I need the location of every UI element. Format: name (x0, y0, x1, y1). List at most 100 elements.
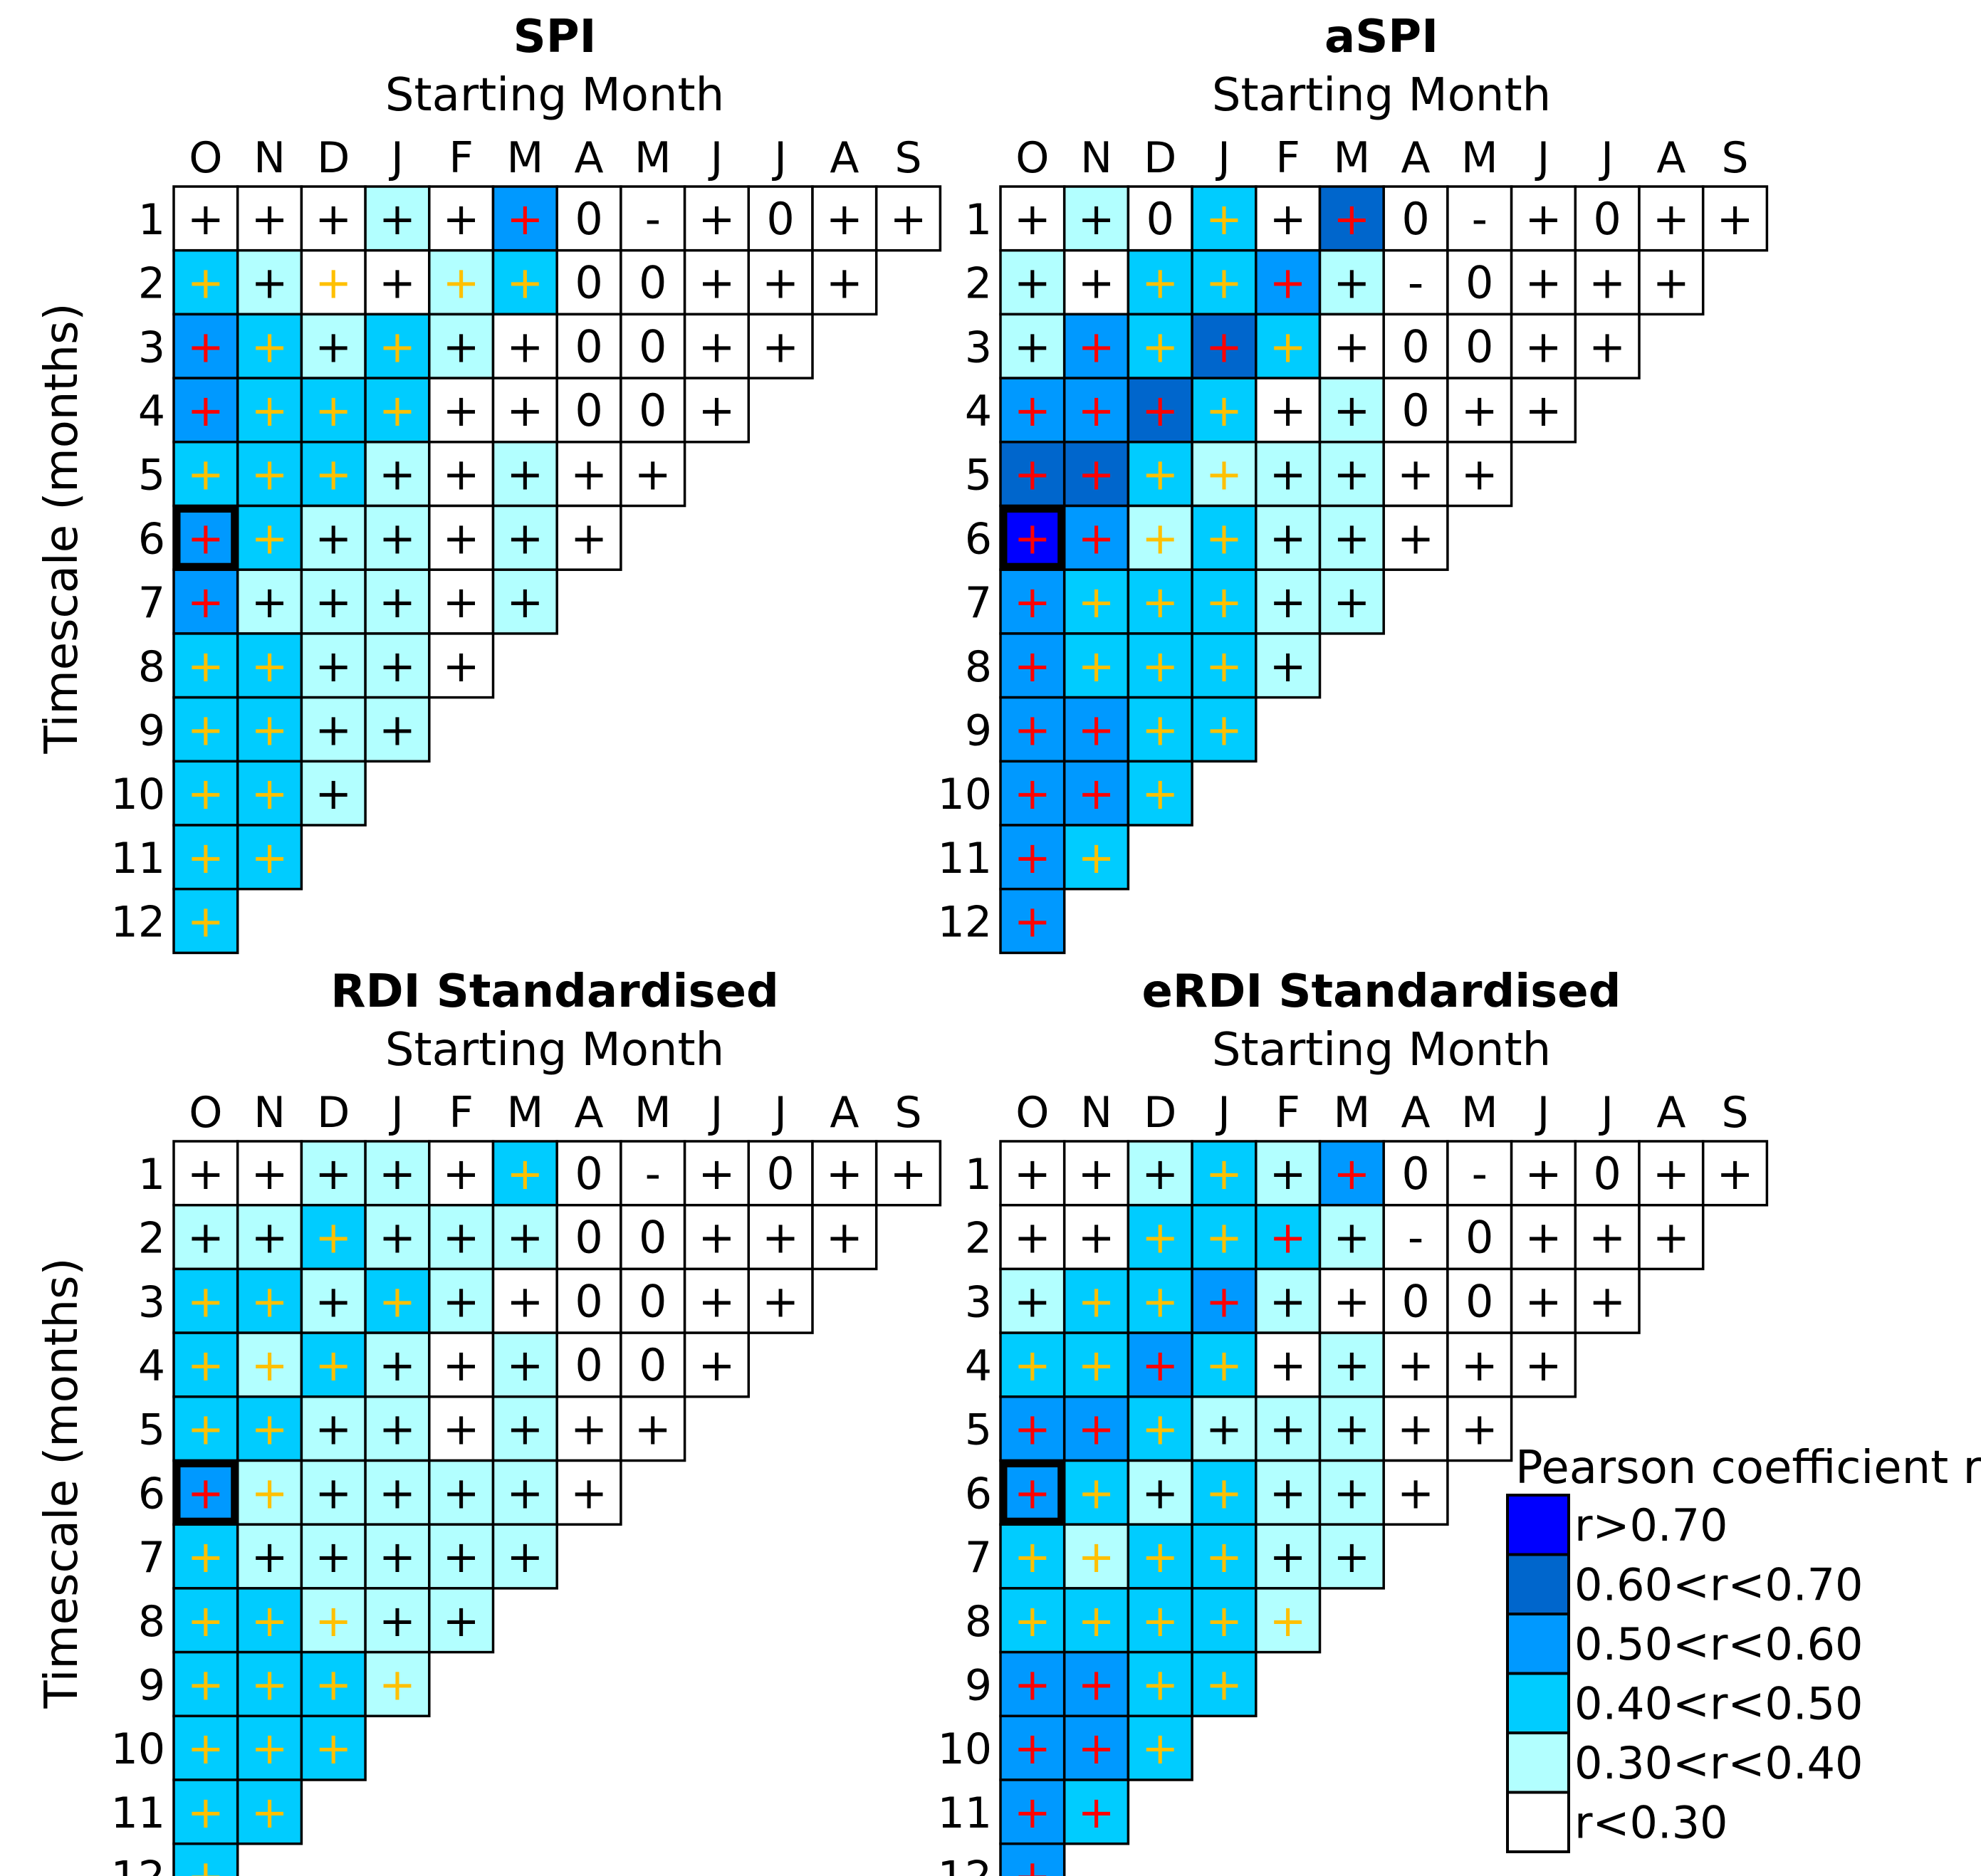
cell-symbol: + (1141, 1467, 1178, 1519)
cell-symbol: + (379, 193, 416, 245)
month-tick-label: M (1333, 133, 1370, 183)
cell-symbol: 0 (766, 193, 794, 245)
month-tick-label: A (575, 1088, 604, 1138)
legend-swatch (1506, 1791, 1570, 1853)
x-axis-label: Starting Month (1212, 1024, 1551, 1076)
cell-symbol: + (1270, 1339, 1307, 1391)
legend-swatch (1506, 1553, 1570, 1615)
cell-symbol: + (1333, 1531, 1370, 1583)
cell-symbol: + (443, 384, 480, 436)
cell-symbol: + (1206, 1403, 1243, 1455)
cell-symbol: + (698, 320, 735, 372)
cell-symbol: 0 (575, 320, 602, 372)
heatmap-cell (364, 632, 431, 699)
cell-symbol: + (1333, 320, 1370, 372)
cell-symbol: 0 (1465, 1212, 1493, 1264)
y-axis-label: Timescale (months) (36, 1258, 88, 1709)
cell-symbol: + (1333, 1403, 1370, 1455)
cell-symbol: + (1717, 1148, 1754, 1200)
cell-symbol: + (1206, 1212, 1243, 1264)
cell-symbol: + (443, 1531, 480, 1583)
cell-symbol: + (315, 449, 352, 501)
heatmap-cell (364, 1523, 431, 1590)
cell-symbol: + (1078, 257, 1115, 309)
cell-symbol: + (315, 703, 352, 755)
cell-symbol: + (1078, 193, 1115, 245)
heatmap-cell (428, 1523, 495, 1590)
cell-symbol: + (1141, 576, 1178, 628)
cell-symbol: + (1014, 832, 1051, 884)
cell-symbol: + (1206, 512, 1243, 564)
heatmap-cell (300, 1714, 367, 1781)
heatmap-cell (1062, 1587, 1130, 1654)
heatmap-cell (1255, 1331, 1322, 1398)
highlight-cell-border (172, 1460, 239, 1526)
cell-symbol: + (379, 320, 416, 372)
cell-symbol: + (506, 320, 543, 372)
heatmap-cell (1318, 313, 1385, 379)
cell-symbol: + (379, 640, 416, 692)
cell-symbol: + (1014, 640, 1051, 692)
timescale-tick-label: 7 (138, 1533, 165, 1583)
heatmap-cell (300, 1459, 367, 1526)
cell-symbol: + (1078, 1148, 1115, 1200)
legend-title: Pearson coefficient r (1515, 1442, 1981, 1494)
heatmap-cell (364, 248, 431, 316)
timescale-tick-label: 11 (111, 1788, 165, 1838)
cell-symbol: 0 (639, 384, 667, 436)
cell-symbol: + (1078, 1658, 1115, 1710)
legend-swatch (1506, 1494, 1570, 1556)
cell-symbol: + (1525, 1339, 1562, 1391)
heatmap-cell (300, 760, 367, 827)
cell-symbol: + (187, 193, 224, 245)
heatmap-cell (747, 1267, 814, 1334)
heatmap-cell (236, 1331, 303, 1398)
cell-symbol: + (1206, 1658, 1243, 1710)
cell-symbol: + (187, 1212, 224, 1264)
timescale-tick-label: 7 (965, 578, 992, 628)
heatmap-cell (172, 1714, 239, 1781)
cell-symbol: + (315, 767, 352, 819)
cell-symbol: + (443, 1403, 480, 1455)
cell-symbol: + (1206, 1148, 1243, 1200)
timescale-tick-label: 2 (138, 259, 165, 309)
timescale-tick-label: 11 (938, 1788, 992, 1838)
cell-symbol: + (1141, 449, 1178, 501)
heatmap-cell (1127, 760, 1193, 827)
cell-symbol: + (570, 449, 607, 501)
cell-symbol: + (1141, 257, 1178, 309)
cell-symbol: + (1206, 1275, 1243, 1327)
heatmap-cell (620, 441, 686, 508)
heatmap-cell (1062, 1778, 1130, 1845)
cell-symbol: + (1078, 1275, 1115, 1327)
month-tick-label: F (449, 1088, 474, 1138)
cell-symbol: + (315, 1212, 352, 1264)
timescale-tick-label: 6 (138, 1469, 165, 1519)
heatmap-cell (555, 504, 622, 571)
cell-symbol: + (1206, 1339, 1243, 1391)
panel-title: aSPI (1324, 11, 1438, 63)
timescale-tick-label: 4 (138, 1341, 165, 1391)
heatmap-cell (428, 1587, 495, 1654)
cell-symbol: + (570, 1403, 607, 1455)
month-tick-label: J (388, 133, 404, 183)
month-tick-label: N (253, 133, 286, 183)
heatmap-cell (747, 1203, 814, 1271)
cell-symbol: - (1472, 193, 1488, 245)
cell-symbol: + (1270, 193, 1307, 245)
cell-symbol: + (1141, 640, 1178, 692)
heatmap-cell (747, 248, 814, 316)
panel-title: RDI Standardised (330, 965, 779, 1018)
month-tick-label: N (1080, 133, 1112, 183)
cell-symbol: + (1141, 512, 1178, 564)
cell-symbol: + (1270, 320, 1307, 372)
month-tick-label: J (771, 1088, 787, 1138)
cell-symbol: + (187, 1339, 224, 1391)
cell-symbol: + (315, 512, 352, 564)
heatmap-cell (620, 185, 686, 252)
cell-symbol: + (315, 320, 352, 372)
heatmap-cell (172, 1587, 239, 1654)
month-tick-label: M (1461, 1088, 1498, 1138)
timescale-tick-label: 2 (138, 1214, 165, 1264)
